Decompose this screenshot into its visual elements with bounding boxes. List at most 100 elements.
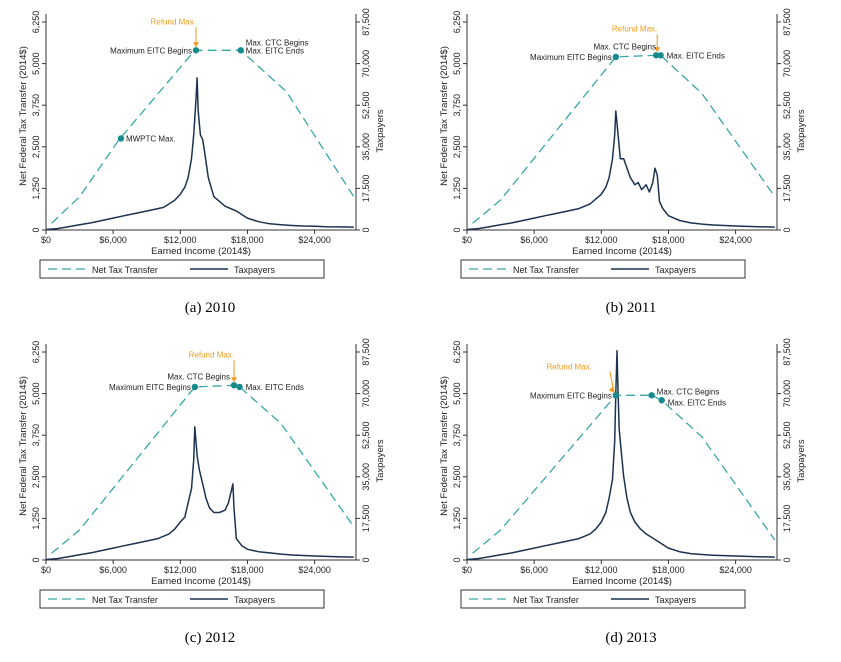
y-tick-label-right: 35,000 [782, 133, 792, 161]
y-tick-label-right: 35,000 [361, 463, 371, 491]
y-tick-label-left: 5,000 [31, 52, 41, 75]
legend-label-taxpayers: Taxpayers [234, 265, 276, 275]
refund-arrowhead [654, 47, 661, 53]
y-tick-label-left: 0 [31, 227, 41, 232]
y-tick-label-left: 1,250 [31, 177, 41, 200]
annotation-label: Max. EITC Ends [246, 46, 304, 55]
refund-max-label: Refund Max. [546, 362, 591, 371]
y-tick-label-right: 17,500 [361, 175, 371, 203]
annotation-label: Max. EITC Ends [668, 398, 726, 407]
x-tick-label: $18,000 [231, 235, 264, 245]
refund-arrowhead [192, 42, 199, 48]
y-tick-label-left: 5,000 [452, 52, 462, 75]
marker-point [612, 392, 620, 399]
series-line-net-tax-transfer [472, 54, 776, 224]
x-axis-label: Earned Income (2014$) [572, 576, 672, 587]
legend-label-taxpayers: Taxpayers [234, 595, 276, 605]
series-line-net-tax-transfer [51, 384, 355, 554]
x-tick-label: $24,000 [298, 565, 331, 575]
marker-point [230, 382, 238, 389]
chart-panel-b: $0 $6,000 $12,000 $18,000 $24,000 Earned Inco… [421, 0, 841, 330]
marker-point [236, 383, 243, 391]
chart-panel-c: $0 $6,000 $12,000 $18,000 $24,000 Earned Inco… [0, 330, 420, 660]
y-tick-label-left: 6,250 [31, 341, 41, 364]
series-line-taxpayers [45, 426, 354, 561]
series-line-net-tax-transfer [472, 394, 776, 554]
x-tick-label: $12,000 [585, 235, 618, 245]
y-tick-label-right: 52,500 [361, 421, 371, 449]
y-tick-label-right: 17,500 [782, 175, 792, 203]
legend-box [460, 259, 746, 279]
y-tick-label-left: 5,000 [452, 382, 462, 405]
marker-point [237, 47, 244, 54]
refund-max-label: Refund Max. [612, 24, 657, 33]
y-tick-label-right: 0 [782, 557, 792, 562]
x-tick-label: $6,000 [520, 565, 548, 575]
y-tick-label-left: 0 [452, 557, 462, 562]
annotation-label: Max. EITC Ends [246, 383, 304, 392]
refund-max-label: Refund Max. [151, 17, 196, 26]
x-tick-label: $12,000 [164, 565, 197, 575]
chart-caption: (d) 2013 [605, 630, 657, 646]
y-tick-label-left: 3,750 [452, 94, 462, 117]
series-line-net-tax-transfer [51, 49, 355, 224]
y-tick-label-right: 70,000 [782, 50, 792, 78]
y-tick-label-left: 2,500 [31, 136, 41, 159]
y-tick-label-right: 52,500 [361, 91, 371, 119]
x-axis-label: Earned Income (2014$) [151, 246, 251, 257]
legend-box [460, 589, 746, 609]
marker-point [658, 397, 665, 404]
y-tick-label-left: 3,750 [452, 424, 462, 447]
marker-point [648, 392, 655, 399]
x-tick-label: $18,000 [652, 235, 685, 245]
legend-box [39, 259, 325, 279]
x-tick-label: $18,000 [652, 565, 685, 575]
y-tick-label-left: 0 [31, 557, 41, 562]
y-tick-label-left: 6,250 [452, 341, 462, 364]
y-axis-label-left: Net Federal Tax Transfer (2014$) [439, 46, 450, 186]
chart-panel-a: $0 $6,000 $12,000 $18,000 $24,000 Earned Inco… [0, 0, 420, 330]
y-tick-label-right: 0 [361, 227, 371, 232]
y-tick-label-right: 35,000 [361, 133, 371, 161]
series-line-taxpayers [45, 77, 354, 231]
y-tick-label-right: 87,500 [782, 8, 792, 36]
y-axis-label-right: Taxpayers [375, 439, 386, 483]
y-tick-label-left: 1,250 [31, 507, 41, 530]
chart-svg: $0 $6,000 $12,000 $18,000 $24,000 Earned Inco… [18, 8, 386, 279]
x-tick-label: $18,000 [231, 565, 264, 575]
chart-panel-d: $0 $6,000 $12,000 $18,000 $24,000 Earned Inco… [421, 330, 841, 660]
y-tick-label-left: 0 [452, 227, 462, 232]
annotation-label: Max. CTC Begins [657, 387, 720, 396]
chart-svg: $0 $6,000 $12,000 $18,000 $24,000 Earned Inco… [439, 8, 807, 279]
chart-caption: (b) 2011 [605, 300, 657, 316]
legend-label-taxpayers: Taxpayers [655, 265, 697, 275]
y-tick-label-left: 3,750 [31, 94, 41, 117]
x-tick-label: $12,000 [164, 235, 197, 245]
x-tick-label: $6,000 [520, 235, 548, 245]
legend-label-net-tax-transfer: Net Tax Transfer [92, 265, 158, 275]
refund-arrowhead [231, 377, 238, 383]
legend-box [39, 589, 325, 609]
legend-label-net-tax-transfer: Net Tax Transfer [513, 595, 579, 605]
x-tick-label: $6,000 [99, 565, 127, 575]
chart-caption: (a) 2010 [184, 300, 236, 316]
legend-label-net-tax-transfer: Net Tax Transfer [513, 265, 579, 275]
x-axis-label: Earned Income (2014$) [572, 246, 672, 257]
y-tick-label-right: 52,500 [782, 91, 792, 119]
y-axis-label-left: Net Federal Tax Transfer (2014$) [439, 376, 450, 516]
y-tick-label-left: 2,500 [452, 466, 462, 489]
refund-arrowhead [608, 386, 615, 394]
y-tick-label-right: 70,000 [361, 50, 371, 78]
marker-point [657, 52, 664, 59]
marker-point [191, 383, 199, 391]
y-tick-label-right: 87,500 [782, 338, 792, 366]
y-tick-label-right: 0 [361, 557, 371, 562]
series-line-taxpayers [466, 350, 775, 561]
annotation-label: Max. CTC Begins [167, 372, 230, 381]
legend-label-net-tax-transfer: Net Tax Transfer [92, 595, 158, 605]
x-tick-label: $24,000 [719, 235, 752, 245]
x-tick-label: $24,000 [719, 565, 752, 575]
y-tick-label-right: 0 [782, 227, 792, 232]
y-tick-label-right: 17,500 [361, 505, 371, 533]
annotation-label: Maximum EITC Begins [530, 53, 612, 62]
